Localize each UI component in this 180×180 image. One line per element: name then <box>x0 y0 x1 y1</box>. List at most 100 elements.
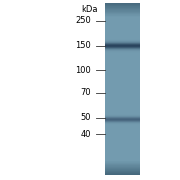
Bar <box>105 34 140 35</box>
Bar <box>105 39 140 40</box>
Bar <box>105 174 140 175</box>
Bar <box>105 163 140 164</box>
Bar <box>105 114 140 115</box>
Bar <box>105 60 140 61</box>
Bar <box>105 21 140 22</box>
Bar <box>105 14 140 15</box>
Bar <box>105 111 140 112</box>
Bar <box>105 170 140 171</box>
Bar <box>105 39 140 40</box>
Bar <box>105 64 140 65</box>
Bar <box>105 105 140 106</box>
Bar <box>105 156 140 157</box>
Bar <box>105 114 140 115</box>
Bar <box>105 73 140 74</box>
Bar <box>105 152 140 153</box>
Bar <box>105 127 140 128</box>
Bar <box>105 36 140 37</box>
Bar <box>105 151 140 152</box>
Bar <box>105 71 140 72</box>
Bar <box>105 119 140 120</box>
Bar <box>105 28 140 29</box>
Bar <box>105 88 140 89</box>
Bar <box>105 51 140 52</box>
Bar <box>105 20 140 21</box>
Bar <box>105 122 140 123</box>
Bar <box>105 116 140 117</box>
Bar <box>105 130 140 131</box>
Bar <box>105 147 140 148</box>
Bar <box>105 72 140 73</box>
Bar <box>105 72 140 73</box>
Bar <box>105 109 140 110</box>
Bar <box>105 129 140 130</box>
Bar <box>105 136 140 137</box>
Bar <box>105 129 140 130</box>
Bar <box>105 37 140 38</box>
Bar <box>105 8 140 9</box>
Bar <box>105 33 140 34</box>
Bar <box>105 129 140 130</box>
Bar <box>105 54 140 55</box>
Bar <box>105 58 140 59</box>
Text: 250: 250 <box>75 16 91 25</box>
Bar <box>105 157 140 158</box>
Bar <box>105 103 140 104</box>
Bar <box>105 59 140 60</box>
Bar <box>105 51 140 52</box>
Bar <box>105 157 140 158</box>
Bar <box>105 32 140 33</box>
Bar <box>105 27 140 28</box>
Bar <box>105 153 140 154</box>
Bar <box>105 24 140 25</box>
Bar <box>105 53 140 54</box>
Bar <box>105 153 140 154</box>
Bar <box>105 164 140 165</box>
Bar <box>105 41 140 42</box>
Bar <box>105 111 140 112</box>
Bar <box>105 135 140 136</box>
Bar <box>105 109 140 110</box>
Bar <box>105 108 140 109</box>
Bar <box>105 173 140 174</box>
Bar <box>105 66 140 67</box>
Bar <box>105 141 140 142</box>
Bar <box>105 122 140 123</box>
Bar <box>105 128 140 129</box>
Bar <box>105 88 140 89</box>
Bar <box>105 115 140 116</box>
Bar <box>105 113 140 114</box>
Text: 70: 70 <box>80 88 91 97</box>
Bar <box>105 75 140 76</box>
Bar <box>105 83 140 84</box>
Bar <box>105 92 140 93</box>
Bar <box>105 45 140 46</box>
Bar <box>105 97 140 98</box>
Bar <box>105 162 140 163</box>
Bar <box>105 33 140 34</box>
Bar <box>105 137 140 138</box>
Bar <box>105 32 140 33</box>
Bar <box>105 42 140 43</box>
Bar <box>105 26 140 27</box>
Bar <box>105 134 140 135</box>
Bar <box>105 23 140 24</box>
Bar <box>105 52 140 53</box>
Bar <box>105 44 140 45</box>
Bar <box>105 13 140 14</box>
Bar <box>105 100 140 101</box>
Bar <box>105 56 140 57</box>
Bar <box>105 35 140 36</box>
Bar <box>105 119 140 120</box>
Bar <box>105 40 140 41</box>
Bar <box>105 165 140 166</box>
Bar <box>105 34 140 35</box>
Bar <box>105 155 140 156</box>
Bar <box>105 93 140 94</box>
Bar <box>105 116 140 117</box>
Bar <box>105 95 140 96</box>
Bar <box>105 125 140 126</box>
Bar <box>105 31 140 32</box>
Bar <box>105 79 140 80</box>
Bar <box>105 76 140 77</box>
